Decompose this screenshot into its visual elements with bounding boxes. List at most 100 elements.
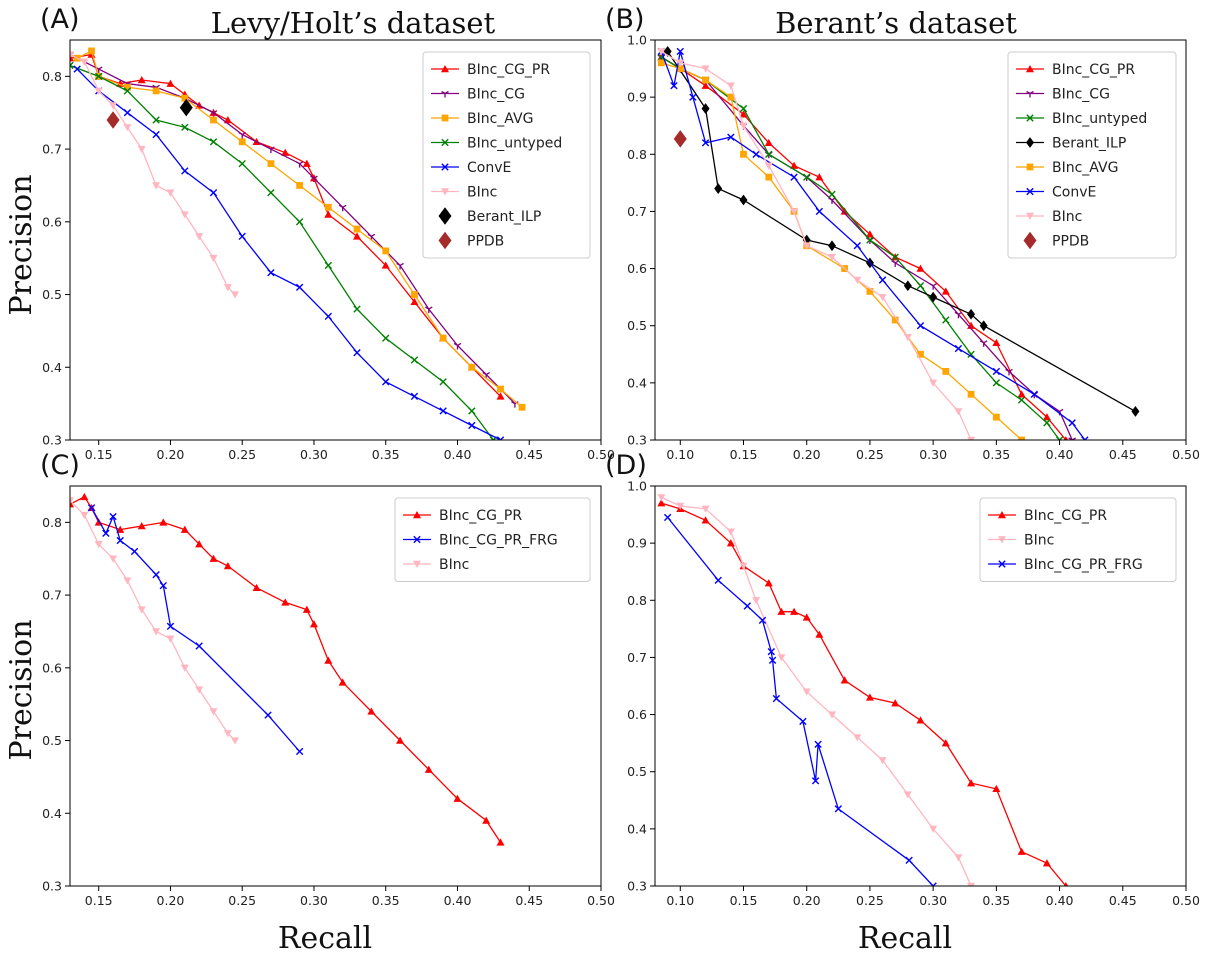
x-tick-label: 0.15: [85, 447, 113, 462]
series-binc-cg-pr-point: [941, 287, 950, 295]
series-binc-point: [109, 555, 118, 563]
series-binc-avg-point: [702, 76, 709, 84]
series-binc-untyped-point: [382, 334, 390, 342]
series-binc-cg-pr-frg-point: [102, 529, 110, 537]
legend-entry-binc-untyped-marker: [1026, 114, 1034, 122]
y-tick-label: 0.6: [42, 214, 62, 229]
series-binc-cg-pr-frg-point: [87, 504, 96, 512]
series-binc-cg-pr-point: [701, 81, 710, 89]
series-binc-point: [726, 82, 735, 90]
series-binc-cg-pr-point: [353, 232, 362, 240]
series-binc-untyped-point: [765, 150, 773, 158]
series-binc-point: [777, 654, 786, 662]
y-tick-label: 0.3: [42, 433, 62, 448]
series-binc-point: [903, 333, 912, 342]
series-binc-cg-pr-point: [815, 173, 824, 181]
series-binc-cg-point: [338, 204, 347, 212]
series-binc-untyped-point: [410, 356, 419, 364]
series-berant-ilp-point: [714, 183, 723, 194]
series-berant-ilp-point: [739, 194, 748, 206]
series-binc-point: [739, 562, 748, 570]
series-binc-cg-pr-point: [396, 736, 405, 744]
series-binc-point: [180, 664, 189, 672]
series-binc-cg-pr-point: [159, 518, 168, 526]
series-berant-ilp-point: [179, 98, 193, 117]
series-binc-line: [661, 496, 972, 886]
y-tick-label: 0.3: [42, 879, 62, 894]
series-binc-untyped-point: [916, 282, 925, 290]
series-binc-point: [152, 182, 161, 190]
y-tick-label: 0.8: [627, 593, 647, 608]
y-tick-label: 1.0: [627, 33, 647, 48]
y-tick-label: 0.5: [42, 287, 62, 302]
series-binc-point: [223, 730, 232, 738]
legend-frame: [422, 51, 591, 259]
series-binc-avg-point: [468, 363, 476, 371]
series-binc-point: [828, 711, 836, 719]
series-binc-avg-point: [88, 47, 95, 55]
series-berant-ilp-point: [1131, 406, 1140, 417]
series-binc-cg-point: [267, 146, 275, 154]
series-binc-cg-pr-frg-point: [811, 777, 820, 785]
legend-entry-binc-untyped-label: BInc_untyped: [1052, 111, 1147, 127]
series-binc-cg-pr-point: [815, 630, 824, 638]
series-binc-cg-pr-frg-point: [714, 576, 722, 584]
series-binc-cg-pr-frg-point: [767, 648, 776, 656]
series-binc-cg-pr-point: [790, 607, 799, 615]
series-conve-point: [181, 167, 189, 175]
series-binc-cg-pr-frg-point: [799, 717, 807, 726]
series-binc-cg-pr-point: [802, 613, 811, 621]
series-binc-point: [137, 145, 146, 154]
series-binc-untyped-point: [657, 53, 666, 61]
series-binc-cg-pr-point: [1017, 847, 1026, 855]
series-berant-ilp-point: [979, 320, 988, 332]
series-binc-cg-pr-point: [166, 79, 175, 87]
y-tick-label: 0.6: [627, 261, 647, 276]
series-binc-avg-point: [324, 203, 332, 211]
series-conve-point: [670, 82, 678, 90]
panel-label-d: (D): [605, 450, 647, 481]
legend-entry-binc-marker: [413, 560, 421, 568]
series-binc-avg-point: [1018, 436, 1026, 440]
series-binc-cg-pr-point: [453, 794, 462, 802]
legend-entry-ppdb-label: PPDB: [467, 234, 504, 250]
series-ppdb-point: [106, 111, 120, 129]
series-binc-untyped-point: [803, 173, 811, 181]
legend-entry-binc-label: BInc: [467, 185, 497, 201]
series-binc-avg-point: [238, 138, 246, 146]
series-binc-cg-pr-point: [80, 492, 89, 501]
y-tick-label: 0.4: [627, 821, 647, 836]
series-binc-point: [180, 211, 189, 219]
series-binc-point: [94, 87, 103, 95]
legend-entry-binc-cg-pr-marker: [413, 511, 421, 519]
series-binc-point: [903, 791, 912, 799]
series-binc-untyped-point: [95, 72, 103, 81]
series-binc-point: [109, 102, 118, 110]
series-group: [70, 47, 526, 440]
y-tick-label: 0.4: [627, 375, 647, 390]
series-binc-cg-pr-frg-point: [743, 602, 751, 610]
series-binc-cg-pr-point: [137, 522, 146, 530]
series-binc-cg-pr-frg-point: [814, 740, 822, 748]
series-binc-avg-point: [411, 291, 418, 298]
series-binc-point: [166, 635, 175, 643]
series-binc-point: [802, 688, 811, 696]
y-tick-label: 0.5: [627, 318, 647, 333]
series-binc-cg-pr-point: [223, 562, 232, 570]
x-tick-label: 0.45: [515, 447, 543, 462]
series-binc-avg-point: [727, 93, 735, 101]
legend-entry-binc-marker: [1026, 212, 1034, 220]
y-tick-label: 1.0: [627, 479, 647, 494]
x-tick-label: 0.40: [444, 447, 472, 462]
y-tick-label: 0.9: [627, 536, 647, 551]
series-binc-cg-point: [424, 306, 433, 314]
legend-entry-binc-cg-pr-frg-marker: [413, 535, 421, 544]
series-binc-avg-point: [210, 116, 217, 124]
y-tick-label: 0.5: [42, 733, 62, 748]
title-berant: Berant’s dataset: [775, 6, 1017, 40]
series-binc-point: [802, 242, 811, 250]
series-binc-cg-pr-point: [281, 598, 290, 606]
series-binc-cg-pr-point: [657, 499, 666, 507]
series-binc-avg: [657, 59, 1026, 440]
series-binc-untyped-point: [70, 61, 74, 70]
